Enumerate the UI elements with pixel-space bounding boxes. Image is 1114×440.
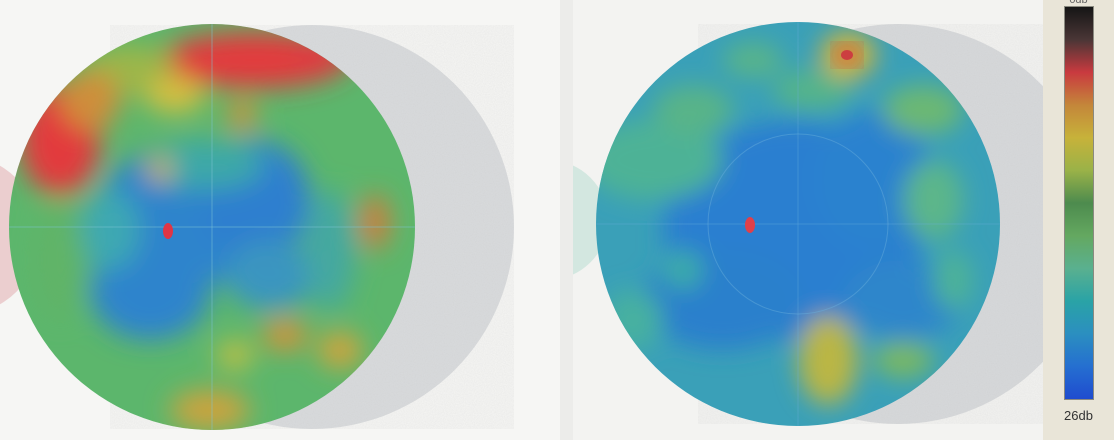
legend-top-label: 0db — [1069, 0, 1088, 6]
sensitivity-heatmap-right — [596, 22, 1000, 426]
right-field-map-panel — [573, 0, 1043, 440]
left-field-map — [0, 24, 514, 430]
panel-divider — [560, 0, 573, 440]
sensitivity-heatmap — [9, 24, 415, 430]
color-scale-legend: 0db 26db — [1043, 0, 1114, 440]
right-field-map — [573, 22, 1043, 426]
left-field-map-panel — [0, 24, 514, 430]
legend-gradient-bar — [1064, 6, 1094, 400]
blind-spot-marker-right — [745, 217, 755, 233]
legend-bottom-label: 26db — [1064, 408, 1093, 423]
blind-spot-marker — [163, 223, 173, 239]
